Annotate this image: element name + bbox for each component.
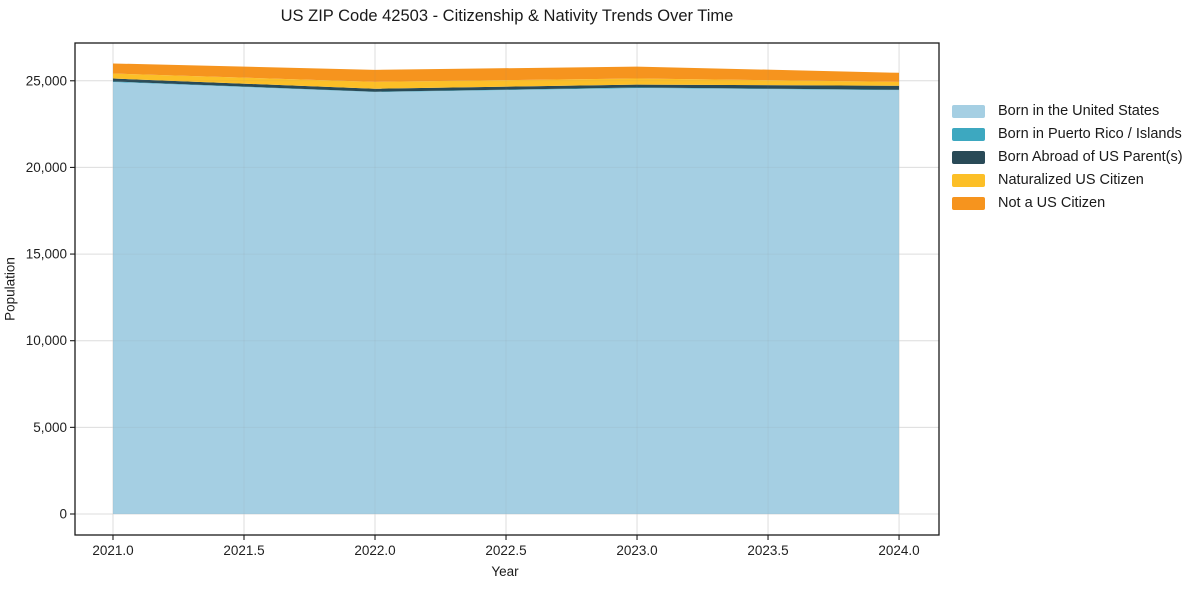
legend-swatch-icon: [952, 173, 985, 187]
legend-label: Naturalized US Citizen: [998, 172, 1144, 188]
area-series-5: [112, 63, 900, 82]
y-tick-label: 10,000: [26, 333, 67, 348]
chart-title: US ZIP Code 42503 - Citizenship & Nativi…: [280, 7, 734, 25]
legend-item: Born Abroad of US Parent(s): [952, 149, 1183, 165]
legend-label: Not a US Citizen: [998, 195, 1106, 211]
legend-item: Born in Puerto Rico / Islands: [952, 126, 1183, 142]
area-series-4: [112, 73, 900, 89]
legend-label: Born in the United States: [998, 103, 1160, 119]
x-tick-label: 2022.0: [354, 543, 395, 558]
gridlines-overlay: [75, 43, 939, 535]
x-tick-label: 2023.5: [747, 543, 788, 558]
y-axis-label: Population: [2, 257, 18, 321]
legend-label: Born Abroad of US Parent(s): [998, 149, 1183, 165]
y-tick-label: 5,000: [33, 420, 67, 435]
legend-swatch-icon: [952, 196, 985, 210]
legend-swatch-icon: [952, 150, 985, 164]
x-tick-label: 2024.0: [878, 543, 919, 558]
legend-item: Naturalized US Citizen: [952, 172, 1183, 188]
legend: Born in the United States Born in Puerto …: [952, 103, 1183, 211]
area-series-3: [112, 78, 900, 92]
x-tick-label: 2023.0: [616, 543, 657, 558]
axis-ticks: 0 5,000 10,000 15,000 20,000 25,000 2021.0 2021…: [26, 73, 920, 558]
stacked-areas: [112, 63, 900, 514]
legend-item: Not a US Citizen: [952, 195, 1183, 211]
plot-frame: [74, 42, 940, 536]
legend-item: Born in the United States: [952, 103, 1183, 119]
y-tick-label: 0: [59, 506, 67, 521]
area-series-2: [112, 81, 900, 93]
legend-swatch-icon: [952, 104, 985, 118]
y-tick-label: 20,000: [26, 160, 67, 175]
x-axis-label: Year: [491, 564, 519, 579]
area-series-1: [112, 81, 900, 514]
legend-label: Born in Puerto Rico / Islands: [998, 126, 1182, 142]
x-tick-label: 2021.0: [92, 543, 133, 558]
legend-swatch-icon: [952, 127, 985, 141]
x-tick-label: 2021.5: [223, 543, 264, 558]
y-tick-label: 25,000: [26, 73, 67, 88]
x-tick-label: 2022.5: [485, 543, 526, 558]
y-tick-label: 15,000: [26, 247, 67, 262]
